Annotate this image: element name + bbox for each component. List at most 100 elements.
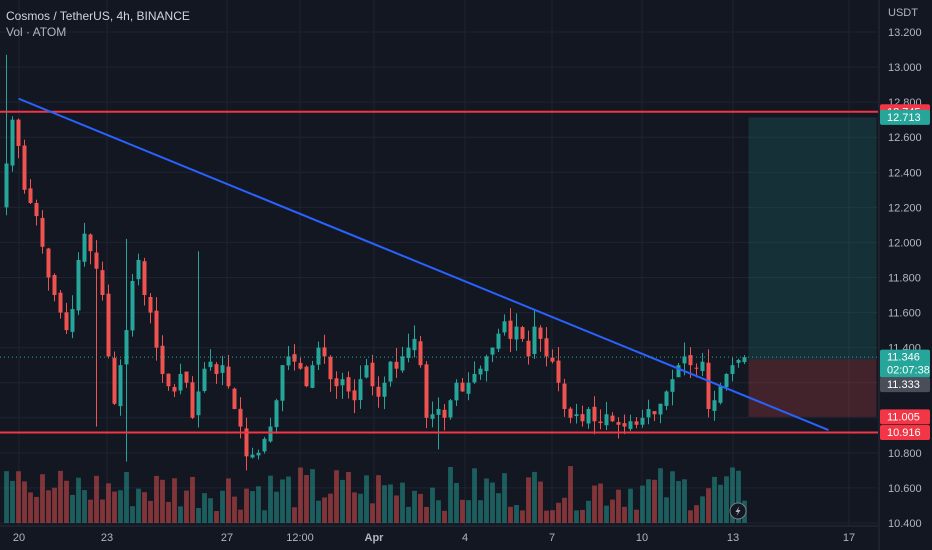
volume-bar — [334, 470, 339, 523]
candle-body — [484, 356, 489, 372]
candle-body — [568, 408, 573, 418]
volume-bar — [652, 479, 657, 523]
volume-bar — [502, 473, 507, 523]
candle-body — [622, 423, 627, 427]
candle-body — [358, 379, 363, 401]
drawn-lines[interactable] — [0, 97, 878, 434]
candle-body — [34, 202, 39, 217]
candle-body — [238, 408, 243, 427]
volume-bar — [544, 510, 549, 523]
volume-bar — [712, 476, 717, 523]
candle-body — [70, 309, 75, 332]
volume-bars — [4, 466, 747, 523]
volume-bar — [568, 466, 573, 523]
candle-body — [472, 373, 477, 383]
volume-bar — [70, 494, 75, 523]
volume-bar — [658, 468, 663, 523]
volume-bar — [208, 498, 213, 523]
candle-body — [460, 382, 465, 392]
volume-bar — [724, 476, 729, 523]
candle-body — [292, 354, 297, 362]
y-tick-label: 12.200 — [888, 202, 922, 214]
candle-body — [436, 409, 441, 415]
stop-zone[interactable] — [748, 359, 877, 417]
candle-body — [478, 368, 483, 375]
candle-body — [676, 365, 681, 378]
volume-bar — [88, 499, 93, 523]
volume-bar — [214, 510, 219, 523]
y-tick-label: 10.400 — [888, 518, 922, 530]
volume-bar — [160, 479, 165, 523]
candle-body — [742, 357, 747, 363]
candle-body — [400, 356, 405, 371]
x-tick-label: 23 — [101, 532, 113, 544]
position-zones[interactable] — [748, 117, 877, 417]
candle-body — [454, 382, 459, 401]
volume-bar — [508, 506, 513, 523]
volume-bar — [64, 480, 69, 523]
candle-body — [190, 382, 195, 418]
price-tag-label: 12.713 — [887, 112, 921, 124]
trend-line[interactable] — [18, 97, 829, 431]
candle-body — [364, 365, 369, 378]
volume-bar — [58, 470, 63, 523]
candle-body — [580, 414, 585, 422]
candle-body — [298, 362, 303, 369]
volume-bar — [466, 500, 471, 523]
candle-body — [682, 356, 687, 364]
candle-body — [412, 338, 417, 351]
volume-bar — [538, 481, 543, 523]
y-tick-label: 13.200 — [888, 27, 922, 39]
candle-body — [694, 367, 699, 369]
volume-bar — [622, 506, 627, 523]
volume-bar — [700, 496, 705, 523]
volume-bar — [52, 487, 57, 523]
volume-bar — [112, 491, 117, 523]
volume-bar — [598, 483, 603, 523]
volume-bar — [142, 492, 147, 523]
volume-bar — [94, 475, 99, 523]
x-tick-label: 27 — [221, 532, 233, 544]
candle-body — [586, 409, 591, 424]
candlesticks — [4, 54, 747, 471]
volume-bar — [424, 506, 429, 523]
volume-bar — [16, 471, 21, 523]
candle-body — [598, 421, 603, 424]
interval-label[interactable]: 4h — [116, 9, 130, 23]
volume-bar — [34, 496, 39, 523]
volume-bar — [220, 490, 225, 523]
candle-body — [196, 391, 201, 416]
volume-bar — [520, 510, 525, 523]
volume-bar — [316, 500, 321, 523]
candle-body — [22, 145, 27, 190]
x-tick-label: 13 — [727, 532, 739, 544]
volume-bar — [28, 492, 33, 523]
lightning-icon[interactable] — [729, 502, 747, 520]
time-axis[interactable]: 20 23 27 12:00 Apr 4 7 10 13 17 — [0, 525, 878, 544]
candle-body — [532, 326, 537, 354]
volume-bar — [178, 506, 183, 523]
volume-bar — [670, 471, 675, 523]
volume-bar — [310, 469, 315, 523]
symbol-line: Cosmos / TetherUS, 4h, BINANCE — [6, 9, 190, 23]
candle-body — [640, 417, 645, 425]
volume-bar — [46, 490, 51, 523]
candle-body — [628, 421, 633, 429]
candle-body — [730, 365, 735, 374]
candle-body — [514, 326, 519, 340]
volume-indicator-label[interactable]: Vol · ATOM — [6, 25, 67, 39]
volume-bar — [490, 482, 495, 523]
volume-bar — [436, 500, 441, 523]
target-zone[interactable] — [748, 117, 877, 360]
candle-body — [148, 296, 153, 313]
candle-body — [394, 361, 399, 369]
volume-bar — [736, 470, 741, 523]
volume-bar — [562, 497, 567, 523]
candle-body — [106, 293, 111, 357]
candle-body — [490, 347, 495, 355]
candle-body — [160, 345, 165, 374]
candle-body — [118, 365, 123, 407]
symbol-name[interactable]: Cosmos / TetherUS — [6, 9, 110, 23]
